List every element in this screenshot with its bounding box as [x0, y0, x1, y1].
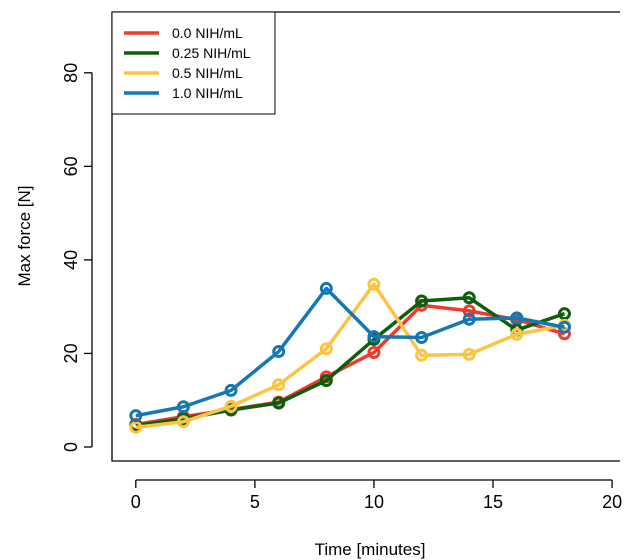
legend: 0.0 NIH/mL 0.25 NIH/mL 0.5 NIH/mL 1.0 NIH/m…	[111, 11, 276, 115]
y-tick-label: 80	[61, 63, 81, 83]
x-tick-label: 10	[364, 492, 384, 512]
y-tick-label: 40	[61, 250, 81, 270]
data-point	[367, 277, 381, 291]
y-tick-label: 60	[61, 156, 81, 176]
series-3	[129, 281, 571, 423]
x-tick-label: 0	[131, 492, 141, 512]
data-point	[510, 311, 524, 325]
data-point	[415, 331, 429, 345]
data-point	[319, 342, 333, 356]
y-tick-label: 0	[61, 442, 81, 452]
y-tick-label: 20	[61, 343, 81, 363]
data-point	[510, 327, 524, 341]
data-point	[415, 348, 429, 362]
series-layer	[129, 277, 571, 434]
x-tick-label: 5	[250, 492, 260, 512]
data-point	[224, 383, 238, 397]
data-point	[319, 374, 333, 388]
x-axis-label: Time [minutes]	[315, 540, 426, 559]
data-point	[129, 409, 143, 423]
data-point	[176, 415, 190, 429]
series-line	[135, 282, 565, 430]
data-point	[272, 378, 286, 392]
legend-box	[111, 11, 276, 115]
y-axis: 0 20 40 60 80	[61, 63, 93, 452]
data-point	[367, 330, 381, 344]
data-point	[557, 327, 571, 341]
data-point	[272, 345, 286, 359]
y-axis-label: Max force [N]	[15, 185, 34, 286]
data-point	[557, 320, 571, 334]
data-point	[462, 291, 476, 305]
data-point	[367, 345, 381, 359]
data-point	[129, 420, 143, 434]
x-tick-label: 15	[483, 492, 503, 512]
series-line	[135, 303, 565, 427]
legend-label: 0.0 NIH/mL	[172, 25, 243, 41]
data-point	[462, 347, 476, 361]
x-tick-label: 20	[602, 492, 622, 512]
data-point	[224, 399, 238, 413]
data-point	[557, 307, 571, 321]
x-axis: 0 5 10 15 20	[131, 479, 622, 512]
data-point	[462, 312, 476, 326]
data-point	[415, 294, 429, 308]
data-point	[462, 304, 476, 318]
legend-label: 0.25 NIH/mL	[172, 45, 251, 61]
legend-label: 0.5 NIH/mL	[172, 65, 243, 81]
data-point	[272, 396, 286, 410]
data-point	[319, 281, 333, 295]
plot-frame	[111, 11, 620, 462]
series-line	[135, 286, 565, 418]
series-2	[129, 277, 571, 434]
data-point	[176, 400, 190, 414]
legend-label: 1.0 NIH/mL	[172, 85, 243, 101]
